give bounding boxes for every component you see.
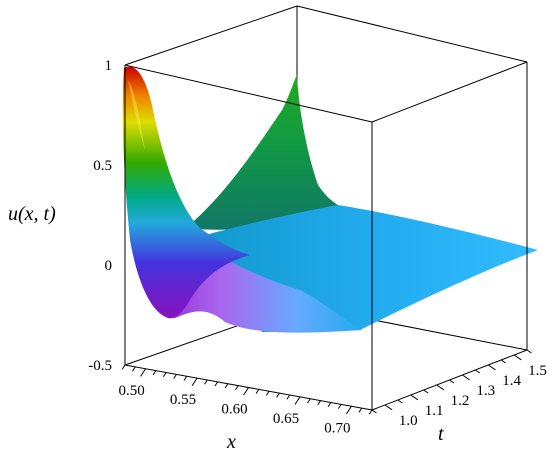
x-tick-mark [327,402,332,408]
x-tick-label: 0.50 [118,383,144,399]
t-tick-mark [384,404,393,411]
x-tick-mark [337,404,342,409]
x-tick-mark [358,407,363,413]
x-axis-label: x [226,431,236,453]
x-tick-label: 0.70 [324,420,350,436]
t-tick-label: 1.1 [425,403,444,419]
x-tick-mark [121,364,126,370]
x-axis: 0.50 0.55 0.60 0.65 0.70 [118,364,373,436]
x-tick-mark [140,368,147,377]
z-tick-label: 0.5 [93,158,112,174]
x-tick-mark [346,405,352,415]
t-tick-mark [500,359,506,364]
x-tick-mark [368,409,373,415]
x-tick-mark [152,370,157,376]
t-tick-mark [526,349,532,354]
t-axis-label: t [438,423,444,445]
surface-back-ridge [186,75,338,230]
t-tick-label: 1.5 [528,363,547,379]
z-tick-label: 0 [105,258,113,274]
surface-front-ridge [122,66,250,319]
t-tick-mark [462,374,470,381]
t-tick-mark [449,379,455,384]
t-tick-mark [436,384,445,391]
x-tick-mark [294,396,301,405]
surface-highlight [128,80,145,150]
t-tick-mark [513,354,522,361]
x-tick-mark [191,377,198,387]
x-tick-mark [243,387,249,396]
x-tick-mark [317,400,321,406]
x-tick-mark [235,385,239,391]
x-tick-mark [162,372,167,378]
t-tick-mark [487,364,496,371]
x-tick-label: 0.60 [221,402,247,418]
t-tick-label: 1.0 [399,413,418,429]
surface [122,66,538,333]
x-tick-mark [214,381,219,387]
x-tick-mark [183,375,188,381]
x-tick-mark [224,383,229,389]
x-tick-label: 0.65 [273,411,299,427]
t-tick-mark [371,409,377,414]
x-tick-label: 0.55 [170,392,196,408]
x-tick-mark [265,390,270,396]
z-axis: 1 0.5 0 -0.5 [88,58,112,374]
t-tick-label: 1.2 [451,393,470,409]
t-tick-label: 1.4 [502,373,521,389]
x-tick-mark [255,389,260,394]
t-tick-label: 1.3 [476,383,495,399]
z-tick-label: -0.5 [88,358,112,374]
z-axis-label: u(x, t) [8,203,56,225]
x-tick-mark [173,374,177,379]
t-tick-mark [475,369,481,374]
x-tick-mark [307,398,311,404]
t-tick-mark [397,399,403,404]
t-axis: 1.0 1.1 1.2 1.3 1.4 1.5 [371,349,547,429]
x-tick-mark [286,394,291,400]
x-tick-mark [204,379,208,385]
z-tick-label: 1 [105,58,113,74]
x-tick-mark [132,366,136,372]
t-tick-mark [423,389,429,394]
x-tick-mark [276,392,280,398]
t-tick-mark [410,394,419,401]
